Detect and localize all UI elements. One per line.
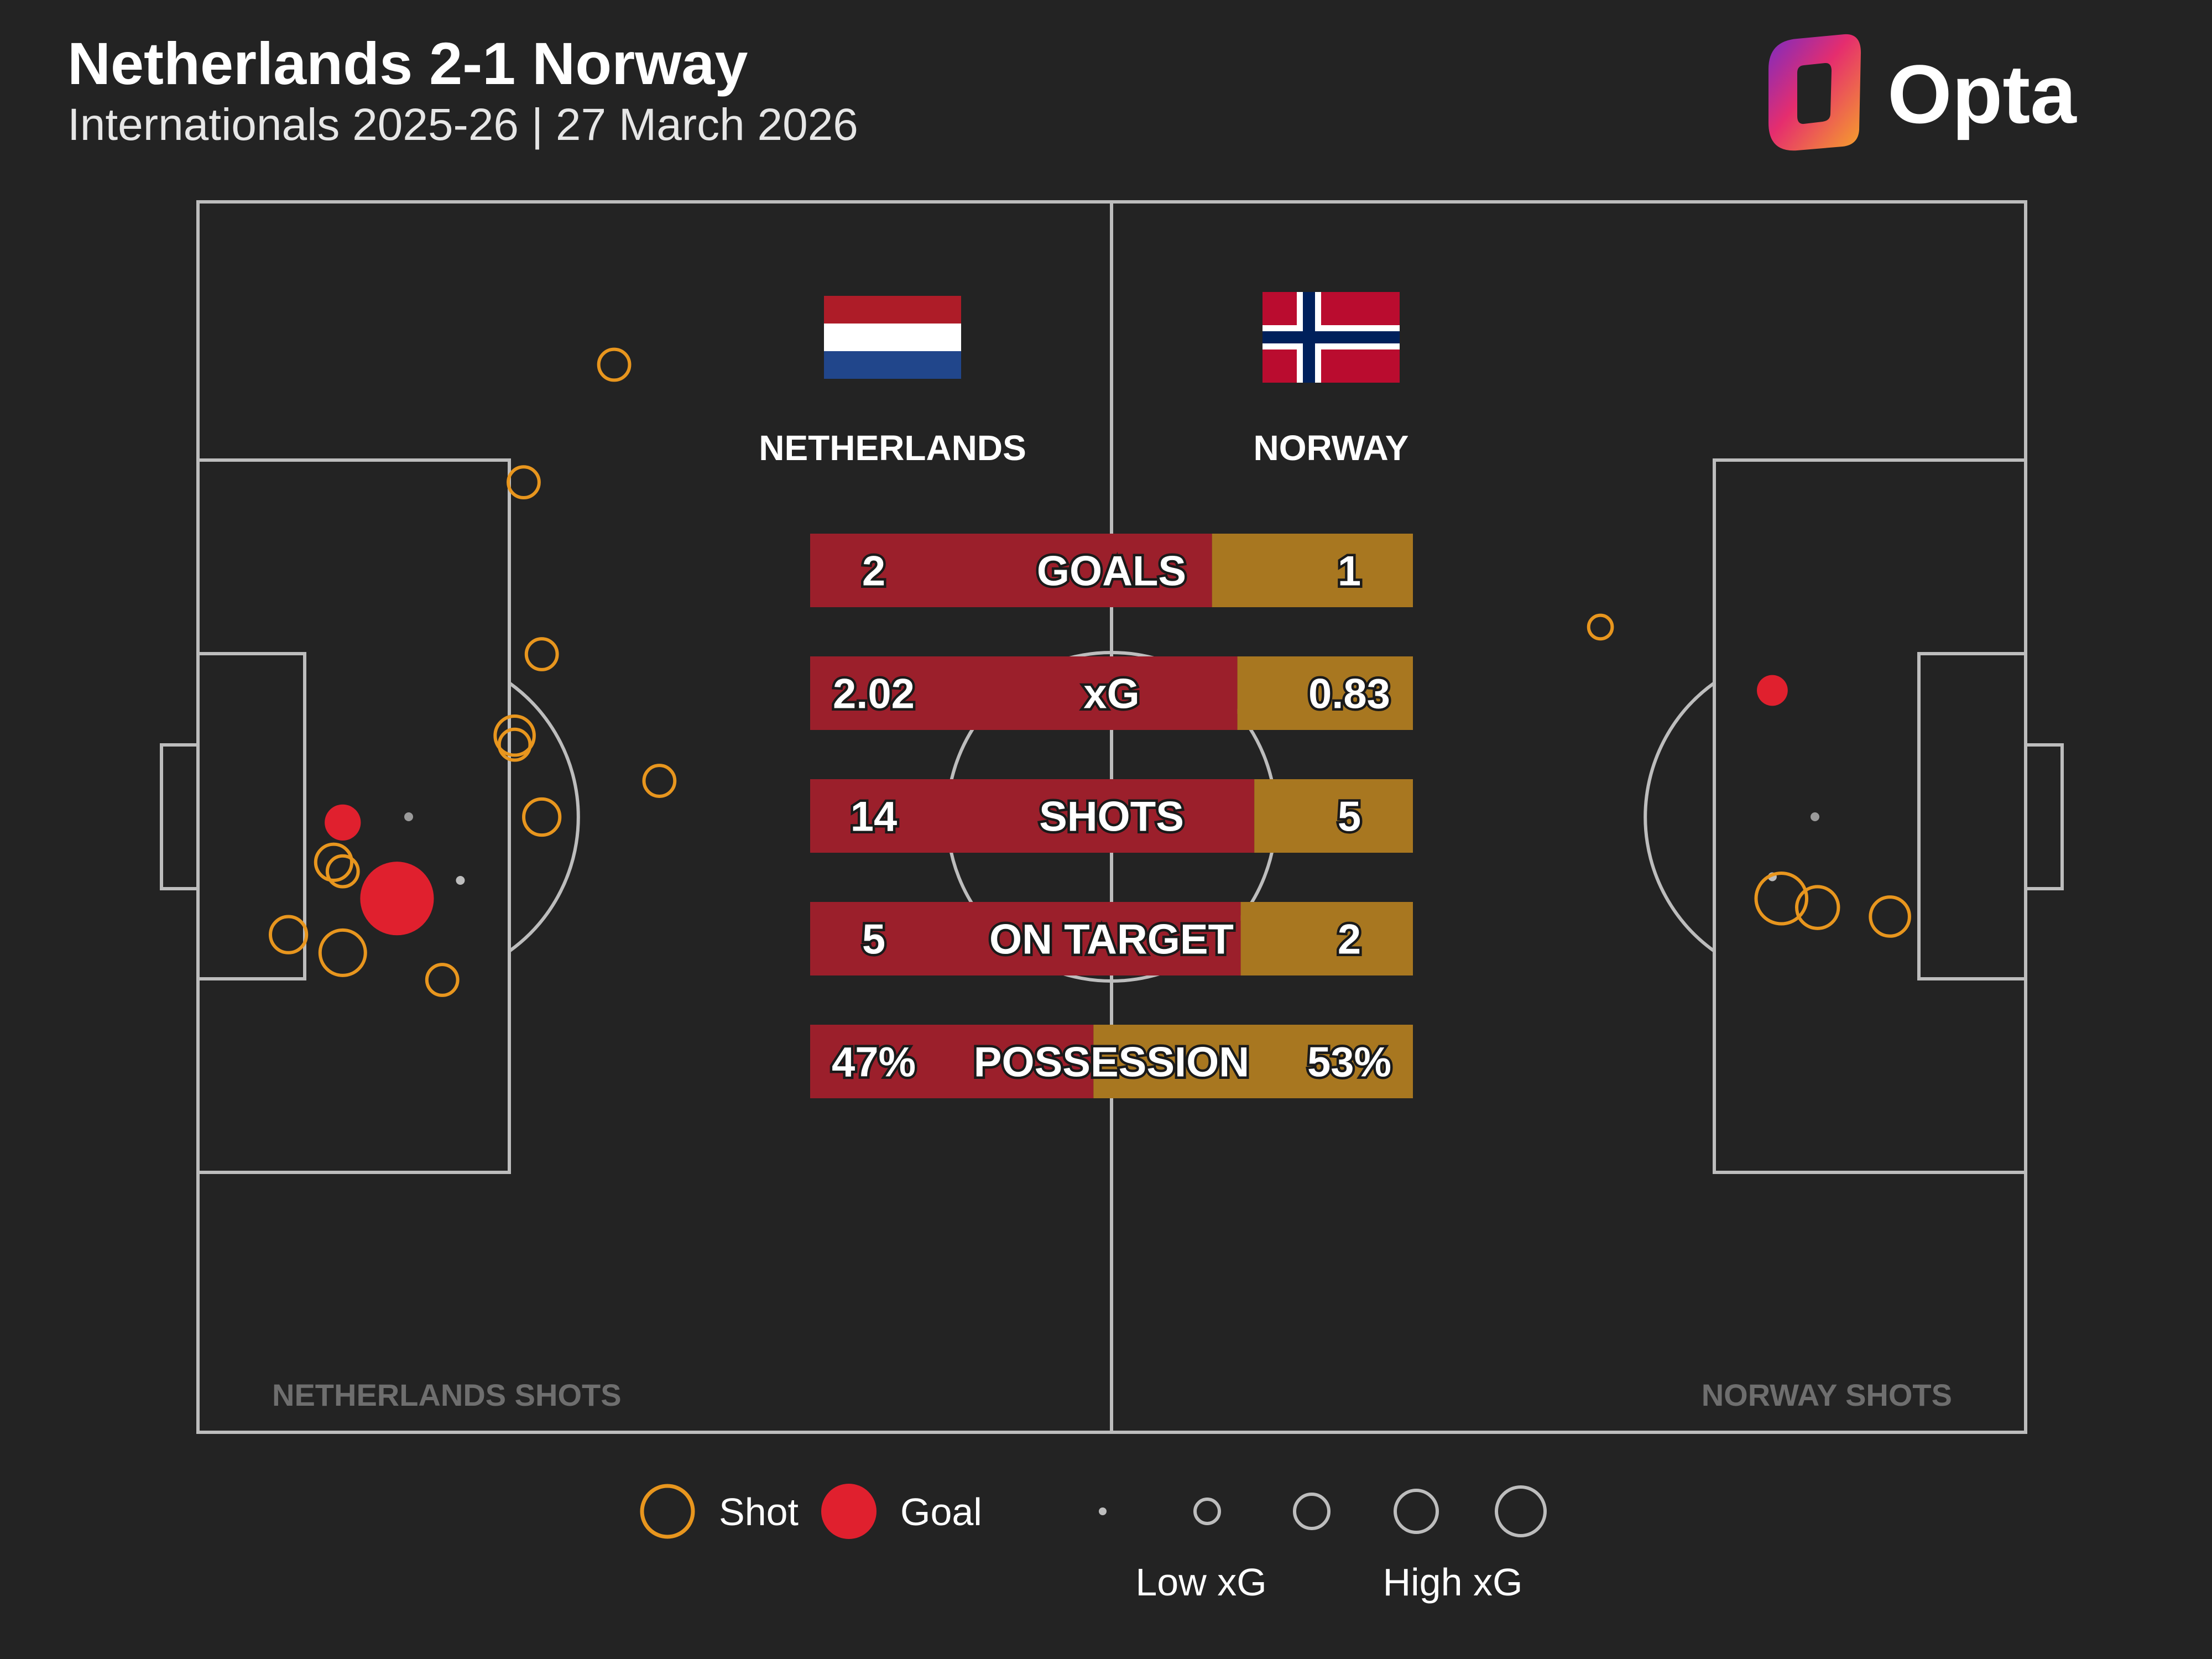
stat-bar-home: [810, 656, 1238, 730]
shot-marker: [1587, 613, 1614, 641]
pitch: [160, 200, 2064, 1434]
goal-right: [2024, 743, 2064, 890]
legend-low-xg-label: Low xG: [1135, 1561, 1266, 1604]
six-yard-box-left: [196, 652, 306, 980]
legend-xg-size-1: [1099, 1507, 1107, 1515]
shot-marker: [268, 915, 309, 954]
opta-logo-text: Opta: [1887, 48, 2077, 140]
shot-marker: [314, 842, 354, 882]
shot-marker: [524, 637, 559, 671]
legend-xg-size-5: [1495, 1485, 1547, 1537]
stats-comparison-table: 2 GOALS 1 2.02 xG 0.83 14 SHOTS 5 5 ON TARGET 2 47% P…: [810, 534, 1413, 1098]
six-yard-box-right: [1917, 652, 2027, 980]
stat-row: 5 ON TARGET 2: [810, 902, 1413, 975]
stat-bar-home: [810, 779, 1255, 853]
stat-away-value: 1: [1338, 548, 1361, 595]
stat-label: SHOTS: [1039, 794, 1184, 841]
legend-xg-size-4: [1394, 1489, 1439, 1534]
penalty-arc-right: [1644, 681, 1715, 953]
away-shots-label: NORWAY SHOTS: [1702, 1378, 1952, 1412]
stat-away-value: 0.83: [1308, 671, 1390, 718]
goal-marker: [1757, 675, 1788, 706]
opta-logo: Opta: [1768, 34, 2077, 151]
legend-shot-marker: [640, 1484, 695, 1539]
stat-bar-away: [1254, 779, 1413, 853]
stat-home-value: 47%: [832, 1039, 916, 1086]
norway-shot-markers: [1587, 613, 1911, 938]
shot-marker: [1754, 871, 1809, 926]
shot-marker: [642, 764, 677, 798]
legend-goal-marker: [821, 1484, 877, 1539]
stat-home-value: 14: [851, 794, 898, 841]
legend-goal-label: Goal: [900, 1490, 982, 1533]
stat-row: 2 GOALS 1: [810, 534, 1413, 607]
stat-away-value: 5: [1338, 794, 1361, 841]
stat-away-value: 53%: [1307, 1039, 1391, 1086]
stat-home-value: 5: [862, 916, 885, 963]
stat-label: GOALS: [1037, 548, 1186, 595]
home-shots-label: NETHERLANDS SHOTS: [272, 1378, 622, 1412]
shot-marker: [497, 727, 532, 762]
stat-bar-home: [810, 534, 1212, 607]
shot-marker: [318, 928, 367, 977]
stat-home-value: 2: [862, 548, 885, 595]
page-title: Netherlands 2-1 Norway: [67, 30, 748, 97]
shot-marker: [597, 347, 632, 382]
home-team-name: NETHERLANDS: [759, 428, 1026, 468]
stat-row: 47% POSSESSION 53%: [810, 1025, 1413, 1098]
stat-label: ON TARGET: [989, 916, 1234, 963]
penalty-arc-left: [508, 681, 580, 953]
away-team-name: NORWAY: [1254, 428, 1409, 468]
legend-xg-size-2: [1193, 1498, 1221, 1525]
shot-marker: [522, 797, 562, 837]
goal-marker: [360, 862, 434, 936]
shot-marker: [1795, 885, 1840, 930]
penalty-spot-right: [1811, 812, 1819, 821]
stat-bar-home: [810, 902, 1241, 975]
stat-bar-away: [1240, 902, 1413, 975]
shot-marker: [456, 876, 465, 885]
netherlands-shot-markers: [268, 347, 677, 997]
stat-label: xG: [1083, 671, 1139, 718]
goal-marker: [325, 804, 361, 841]
legend: Shot Goal Low xG High xG: [640, 1484, 1547, 1604]
netherlands-flag: [824, 296, 961, 379]
shot-marker: [493, 714, 536, 757]
stat-home-value: 2.02: [833, 671, 915, 718]
norway-flag: [1262, 292, 1400, 383]
stat-bar-away: [1212, 534, 1413, 607]
shot-marker: [425, 963, 460, 997]
shot-marker: [507, 465, 541, 500]
legend-high-xg-label: High xG: [1383, 1561, 1523, 1604]
shot-marker: [1869, 895, 1911, 938]
penalty-area-right: [1713, 458, 2027, 1174]
stat-row: 14 SHOTS 5: [810, 779, 1413, 853]
stat-bar-away: [1237, 656, 1413, 730]
shot-marker: [325, 854, 360, 889]
legend-shot-label: Shot: [719, 1490, 799, 1533]
stat-away-value: 2: [1338, 916, 1361, 963]
stat-row: 2.02 xG 0.83: [810, 656, 1413, 730]
penalty-spot-left: [404, 812, 413, 821]
goal-left: [160, 743, 200, 890]
legend-xg-size-3: [1293, 1493, 1331, 1530]
page-subtitle: Internationals 2025-26 | 27 March 2026: [67, 100, 858, 150]
stat-bar-home: [810, 1025, 1094, 1098]
stat-label: POSSESSION: [974, 1039, 1249, 1086]
stat-bar-away: [1093, 1025, 1413, 1098]
